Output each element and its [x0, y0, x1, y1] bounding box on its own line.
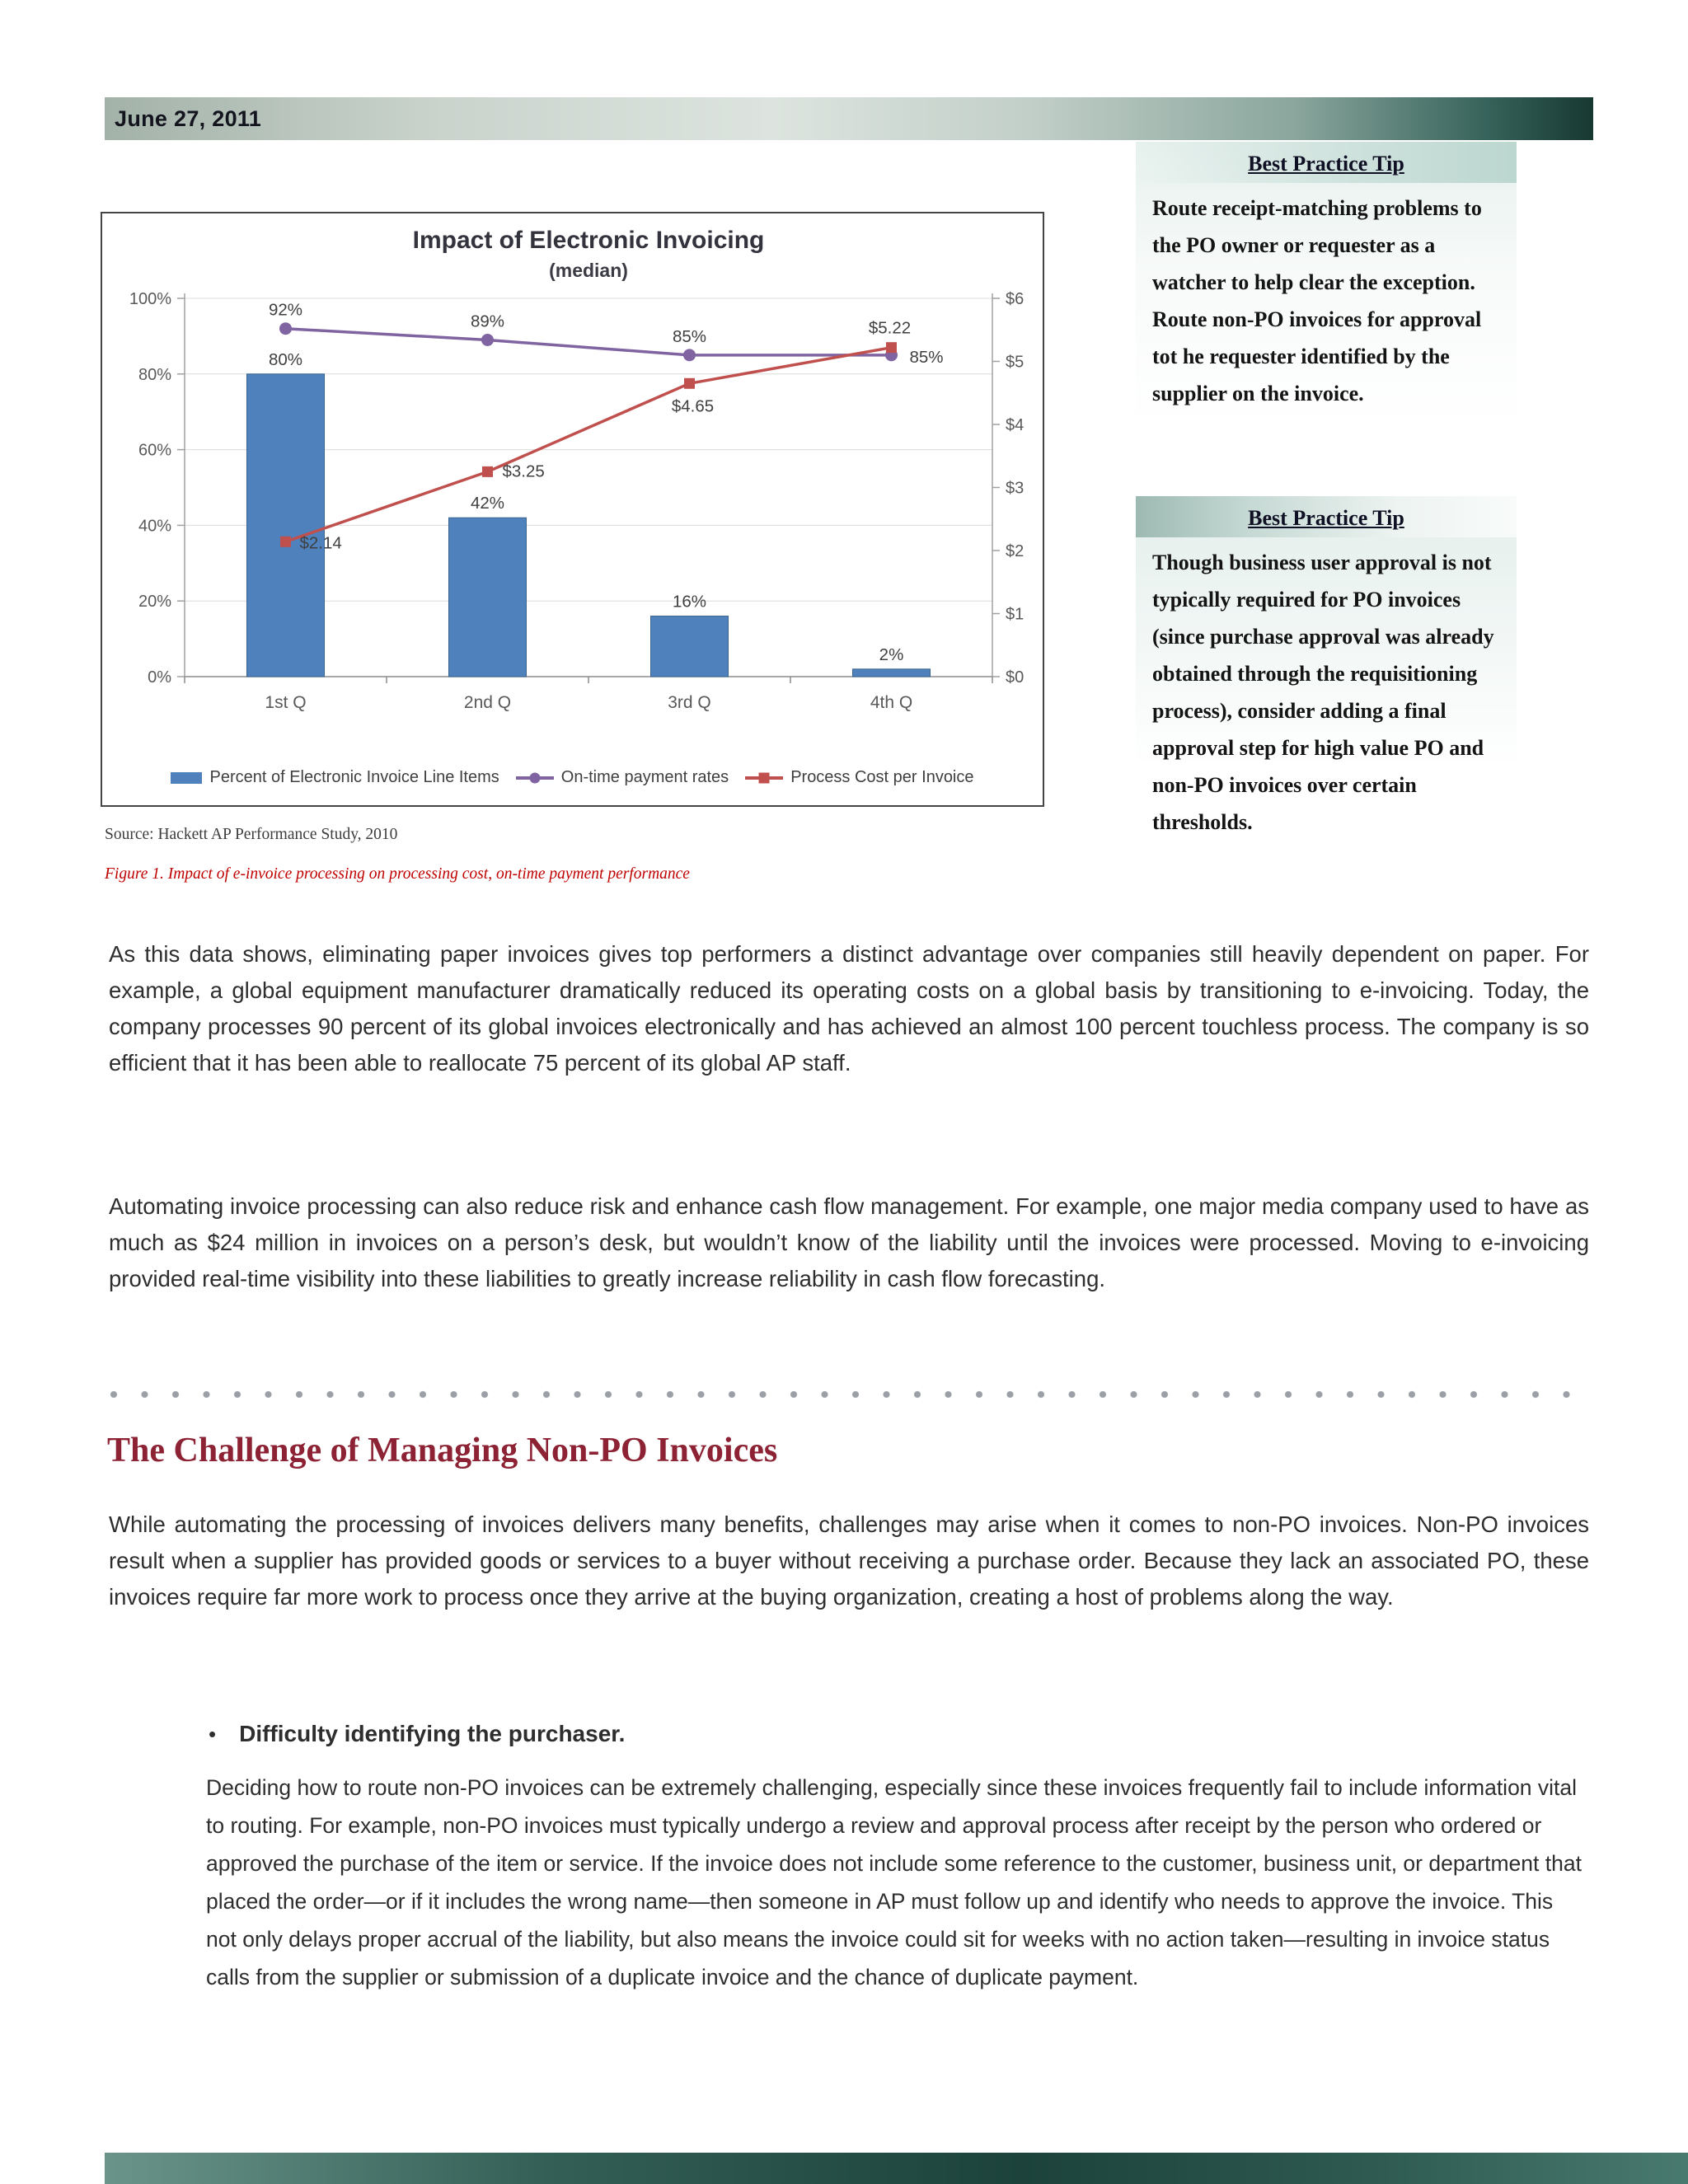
bullet-paragraph: Deciding how to route non-PO invoices ca… [206, 1775, 1582, 1990]
svg-text:$3: $3 [1006, 480, 1024, 498]
body-paragraph-1: As this data shows, eliminating paper in… [109, 941, 1589, 1076]
svg-text:100%: 100% [129, 290, 171, 308]
legend-label: Percent of Electronic Invoice Line Items [209, 768, 499, 786]
svg-text:40%: 40% [138, 517, 171, 535]
figure-caption: Figure 1. Impact of e-invoice processing… [105, 865, 690, 883]
page-date: June 27, 2011 [115, 105, 262, 131]
body-paragraph-2: Automating invoice processing can also r… [109, 1193, 1589, 1291]
svg-text:1st Q: 1st Q [265, 693, 306, 712]
legend-item: On-time payment rates [515, 768, 729, 787]
svg-text:92%: 92% [269, 301, 302, 320]
legend-label: On-time payment rates [560, 768, 729, 786]
bullet-dot-icon: • [209, 1722, 217, 1746]
svg-text:42%: 42% [471, 494, 504, 513]
legend-label: Process Cost per Invoice [790, 768, 974, 786]
svg-text:3rd Q: 3rd Q [668, 693, 711, 712]
svg-text:$3.25: $3.25 [503, 462, 545, 480]
chart-subtitle: (median) [549, 260, 628, 281]
svg-text:80%: 80% [269, 350, 302, 369]
tip-1-body: Route receipt-matching problems to the P… [1152, 196, 1482, 405]
svg-text:$2: $2 [1006, 542, 1024, 560]
svg-text:4th Q: 4th Q [870, 693, 912, 712]
svg-text:$0: $0 [1006, 668, 1024, 687]
chart-canvas: 0% 20% 40% 60% 80% 100% $0 $1 $2 $3 $4 $5 $6 1st Q 2nd… [102, 213, 1043, 805]
legend-line-square-swatch [745, 772, 784, 783]
svg-text:20%: 20% [138, 593, 171, 611]
legend-bar-swatch [171, 771, 203, 784]
svg-text:2%: 2% [879, 645, 904, 664]
svg-text:$5: $5 [1006, 354, 1024, 372]
svg-text:0%: 0% [148, 668, 171, 687]
legend-item: Percent of Electronic Invoice Line Items [171, 768, 499, 787]
best-practice-tip-2: Best Practice Tip Though business user a… [1136, 496, 1517, 857]
svg-text:$4.65: $4.65 [672, 396, 714, 415]
svg-text:$6: $6 [1006, 290, 1024, 308]
svg-text:85%: 85% [673, 327, 706, 346]
chart-source-note: Source: Hackett AP Performance Study, 20… [105, 826, 398, 843]
impact-of-electronic-invoicing-chart: 0% 20% 40% 60% 80% 100% $0 $1 $2 $3 $4 $5 $6 1st Q 2nd… [101, 212, 1044, 807]
svg-text:85%: 85% [910, 348, 944, 367]
svg-text:$5.22: $5.22 [869, 319, 911, 338]
svg-text:60%: 60% [138, 442, 171, 460]
svg-text:$1: $1 [1006, 606, 1024, 624]
section-heading: The Challenge of Managing Non-PO Invoice… [107, 1432, 778, 1469]
bullet-title: Difficulty identifying the purchaser. [239, 1721, 626, 1746]
svg-text:$4: $4 [1006, 416, 1024, 434]
legend-line-circle-swatch [515, 772, 554, 783]
body-paragraph-3: While automating the processing of invoi… [109, 1511, 1589, 1610]
tip-1-title: Best Practice Tip [1136, 142, 1517, 183]
tip-2-body: Though business user approval is not typ… [1152, 551, 1494, 834]
legend-item: Process Cost per Invoice [745, 768, 974, 787]
best-practice-tip-1: Best Practice Tip Route receipt-matching… [1136, 142, 1517, 429]
chart-title: Impact of Electronic Invoicing [412, 227, 765, 254]
dotted-separator [109, 1390, 1592, 1399]
chart-legend: Percent of Electronic Invoice Line Items… [102, 768, 1043, 787]
svg-text:$2.14: $2.14 [300, 533, 342, 552]
svg-text:89%: 89% [471, 312, 504, 330]
header-band: June 27, 2011 [105, 97, 1593, 140]
tip-2-title: Best Practice Tip [1136, 496, 1517, 537]
svg-text:2nd Q: 2nd Q [464, 693, 511, 712]
svg-text:16%: 16% [673, 593, 706, 612]
footer-band [105, 2153, 1688, 2184]
bullet-item: • Difficulty identifying the purchaser. [209, 1721, 625, 1747]
svg-text:80%: 80% [138, 366, 171, 384]
